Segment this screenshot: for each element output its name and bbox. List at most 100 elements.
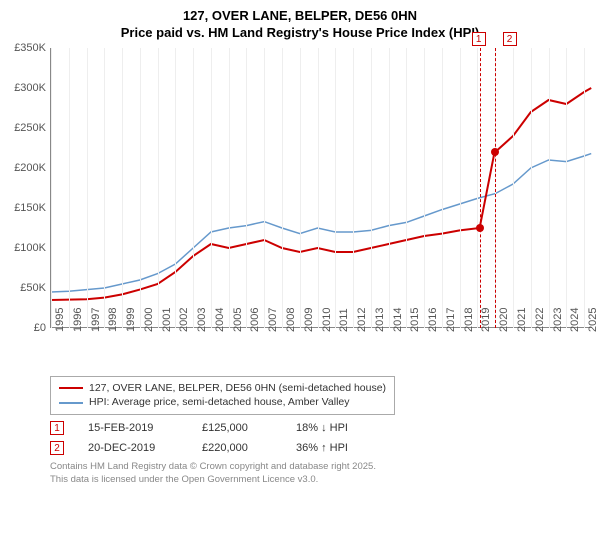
gridline <box>104 48 105 328</box>
gridline <box>442 48 443 328</box>
gridline <box>406 48 407 328</box>
gridline <box>282 48 283 328</box>
gridline <box>549 48 550 328</box>
x-tick-label: 2021 <box>516 307 528 331</box>
y-tick-label: £300K <box>14 82 46 94</box>
gridline <box>371 48 372 328</box>
event-marker-2: 2 <box>50 441 64 455</box>
gridline <box>584 48 585 328</box>
x-tick-label: 2018 <box>463 307 475 331</box>
gridline <box>69 48 70 328</box>
x-tick-label: 2025 <box>587 307 599 331</box>
attribution-line-2: This data is licensed under the Open Gov… <box>50 474 592 486</box>
x-tick-label: 2020 <box>498 307 510 331</box>
legend-label-hpi: HPI: Average price, semi-detached house,… <box>89 395 350 410</box>
gridline <box>211 48 212 328</box>
gridline <box>158 48 159 328</box>
x-tick-label: 1998 <box>107 307 119 331</box>
plot-region <box>50 48 592 328</box>
y-tick-label: £200K <box>14 162 46 174</box>
legend-row-hpi: HPI: Average price, semi-detached house,… <box>59 395 386 410</box>
gridline <box>175 48 176 328</box>
event-price: £220,000 <box>202 442 272 454</box>
x-tick-label: 2024 <box>569 307 581 331</box>
x-tick-label: 2022 <box>534 307 546 331</box>
gridline <box>531 48 532 328</box>
marker-dot <box>491 148 499 156</box>
legend-swatch-property <box>59 387 83 389</box>
x-tick-label: 1995 <box>54 307 66 331</box>
x-tick-label: 2000 <box>143 307 155 331</box>
y-tick-label: £50K <box>20 282 46 294</box>
x-tick-label: 2019 <box>480 307 492 331</box>
gridline <box>318 48 319 328</box>
gridline <box>122 48 123 328</box>
property-line <box>51 88 591 300</box>
marker-line <box>480 48 481 328</box>
event-price: £125,000 <box>202 422 272 434</box>
y-tick-label: £250K <box>14 122 46 134</box>
x-tick-label: 1996 <box>72 307 84 331</box>
x-tick-label: 2010 <box>321 307 333 331</box>
gridline <box>460 48 461 328</box>
chart-container: 127, OVER LANE, BELPER, DE56 0HN Price p… <box>0 0 600 490</box>
gridline <box>566 48 567 328</box>
y-tick-label: £100K <box>14 242 46 254</box>
gridline <box>477 48 478 328</box>
gridline <box>140 48 141 328</box>
gridline <box>51 48 52 328</box>
legend: 127, OVER LANE, BELPER, DE56 0HN (semi-d… <box>50 376 395 415</box>
gridline <box>229 48 230 328</box>
legend-label-property: 127, OVER LANE, BELPER, DE56 0HN (semi-d… <box>89 381 386 396</box>
x-tick-label: 2015 <box>409 307 421 331</box>
x-tick-label: 2017 <box>445 307 457 331</box>
marker-box-2: 2 <box>503 32 517 46</box>
x-tick-label: 2005 <box>232 307 244 331</box>
marker-box-1: 1 <box>472 32 486 46</box>
x-tick-label: 2007 <box>267 307 279 331</box>
title-line-1: 127, OVER LANE, BELPER, DE56 0HN <box>8 8 592 25</box>
marker-dot <box>476 224 484 232</box>
gridline <box>513 48 514 328</box>
event-date: 15-FEB-2019 <box>88 422 178 434</box>
x-tick-label: 2014 <box>392 307 404 331</box>
events-table: 1 15-FEB-2019 £125,000 18% ↓ HPI 2 20-DE… <box>50 421 592 455</box>
legend-swatch-hpi <box>59 402 83 404</box>
x-tick-label: 2013 <box>374 307 386 331</box>
marker-line <box>495 48 496 328</box>
event-marker-1: 1 <box>50 421 64 435</box>
gridline <box>87 48 88 328</box>
x-tick-label: 2011 <box>338 308 350 332</box>
hpi-line <box>51 153 591 291</box>
event-delta: 18% ↓ HPI <box>296 422 348 434</box>
x-tick-label: 2001 <box>161 307 173 331</box>
gridline <box>335 48 336 328</box>
y-tick-label: £150K <box>14 202 46 214</box>
x-tick-label: 2002 <box>178 307 190 331</box>
attribution: Contains HM Land Registry data © Crown c… <box>50 461 592 486</box>
x-tick-label: 2012 <box>356 307 368 331</box>
y-tick-label: £0 <box>34 322 46 334</box>
event-row: 1 15-FEB-2019 £125,000 18% ↓ HPI <box>50 421 592 435</box>
x-tick-label: 2016 <box>427 307 439 331</box>
gridline <box>193 48 194 328</box>
line-layer <box>51 48 593 328</box>
x-tick-label: 2003 <box>196 307 208 331</box>
x-tick-label: 2009 <box>303 307 315 331</box>
event-date: 20-DEC-2019 <box>88 442 178 454</box>
y-tick-label: £350K <box>14 42 46 54</box>
x-tick-label: 2004 <box>214 307 226 331</box>
chart-area: £0£50K£100K£150K£200K£250K£300K£350K1995… <box>8 48 592 370</box>
x-tick-label: 1997 <box>90 307 102 331</box>
x-tick-label: 2023 <box>552 307 564 331</box>
x-tick-label: 2008 <box>285 307 297 331</box>
gridline <box>424 48 425 328</box>
event-row: 2 20-DEC-2019 £220,000 36% ↑ HPI <box>50 441 592 455</box>
legend-row-property: 127, OVER LANE, BELPER, DE56 0HN (semi-d… <box>59 381 386 396</box>
gridline <box>300 48 301 328</box>
gridline <box>264 48 265 328</box>
attribution-line-1: Contains HM Land Registry data © Crown c… <box>50 461 592 473</box>
x-tick-label: 2006 <box>249 307 261 331</box>
x-tick-label: 1999 <box>125 307 137 331</box>
gridline <box>389 48 390 328</box>
